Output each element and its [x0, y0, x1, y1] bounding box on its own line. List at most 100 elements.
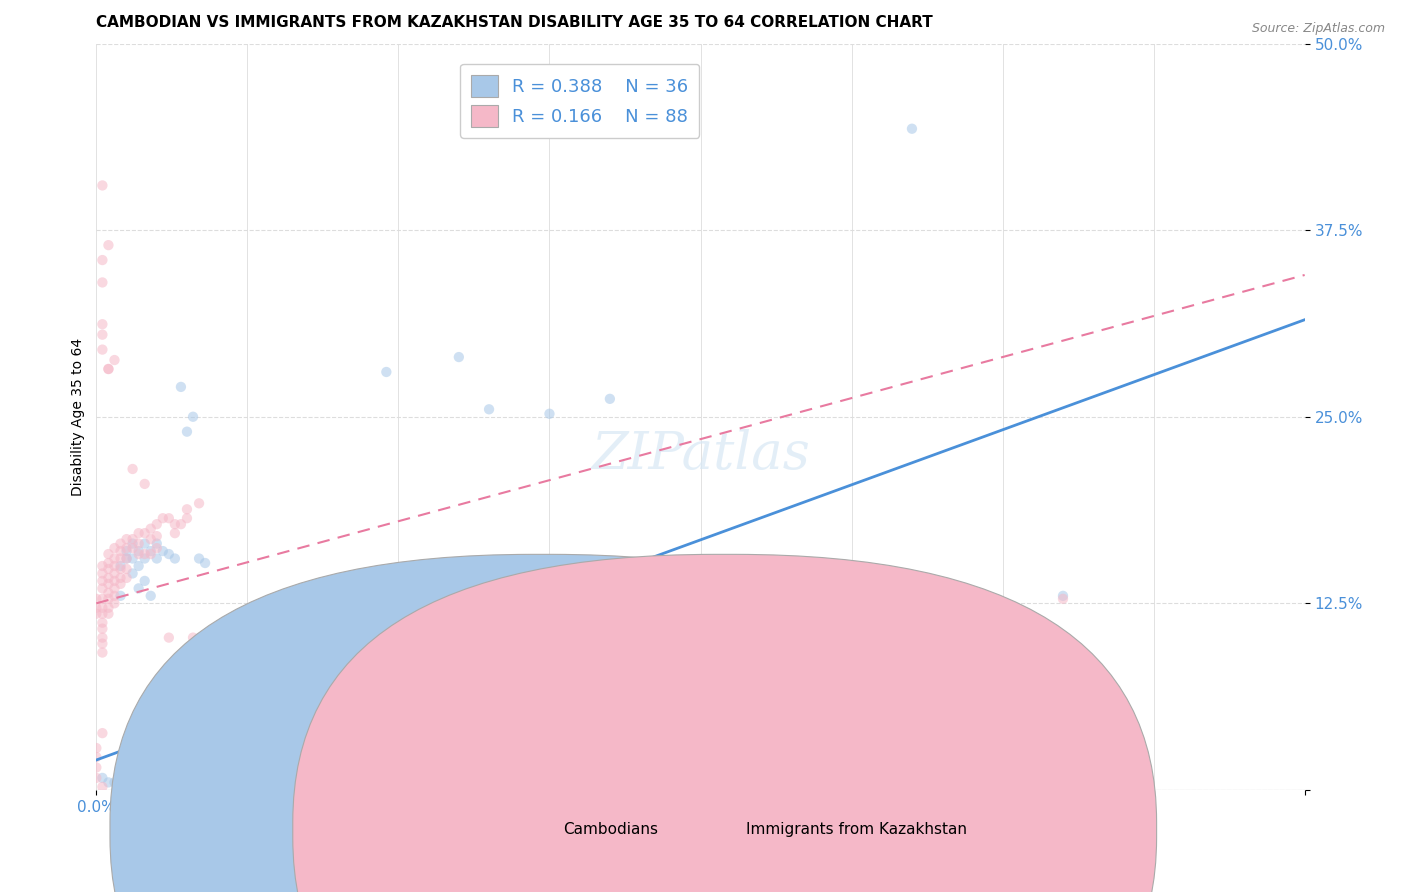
Point	[103, 582, 125, 596]
Point	[97, 571, 120, 585]
Point	[152, 544, 174, 558]
Point	[780, 775, 803, 789]
Point	[86, 741, 108, 756]
Point	[152, 711, 174, 725]
Point	[110, 589, 132, 603]
Y-axis label: Disability Age 35 to 64: Disability Age 35 to 64	[72, 338, 86, 496]
Point	[115, 532, 138, 546]
Point	[188, 551, 211, 566]
Point	[91, 253, 114, 268]
Point	[134, 526, 156, 541]
Point	[145, 536, 167, 550]
Point	[97, 586, 120, 600]
Point	[91, 646, 114, 660]
Point	[115, 544, 138, 558]
Point	[97, 591, 120, 606]
Point	[170, 517, 193, 532]
Point	[134, 547, 156, 561]
Point	[91, 591, 114, 606]
Point	[139, 532, 162, 546]
Point	[115, 551, 138, 566]
Point	[163, 517, 186, 532]
Point	[97, 547, 120, 561]
Point	[134, 551, 156, 566]
Point	[157, 631, 180, 645]
Point	[103, 551, 125, 566]
Point	[97, 362, 120, 376]
Point	[145, 529, 167, 543]
Point	[103, 353, 125, 368]
Point	[86, 771, 108, 785]
Point	[139, 544, 162, 558]
Point	[86, 760, 108, 774]
Point	[157, 511, 180, 525]
Point	[97, 775, 120, 789]
Point	[103, 566, 125, 581]
Point	[1052, 591, 1074, 606]
Point	[110, 559, 132, 574]
Point	[97, 238, 120, 252]
Point	[97, 556, 120, 570]
Point	[86, 600, 108, 615]
Point	[110, 544, 132, 558]
Point	[176, 425, 198, 439]
Point	[128, 526, 150, 541]
Point	[194, 556, 217, 570]
Point	[628, 777, 651, 791]
Point	[121, 462, 143, 476]
Point	[91, 637, 114, 651]
Point	[134, 476, 156, 491]
Point	[128, 582, 150, 596]
Point	[121, 532, 143, 546]
Point	[91, 622, 114, 636]
Point	[110, 571, 132, 585]
Point	[91, 771, 114, 785]
Point	[103, 541, 125, 555]
Point	[121, 566, 143, 581]
Point	[157, 547, 180, 561]
Point	[91, 582, 114, 596]
Point	[176, 502, 198, 516]
Point	[91, 559, 114, 574]
Legend: R = 0.388    N = 36, R = 0.166    N = 88: R = 0.388 N = 36, R = 0.166 N = 88	[460, 64, 699, 137]
Point	[91, 343, 114, 357]
Point	[115, 541, 138, 555]
Point	[538, 407, 561, 421]
Point	[91, 600, 114, 615]
Point	[97, 577, 120, 591]
Point	[181, 631, 204, 645]
Point	[121, 541, 143, 555]
Point	[97, 607, 120, 621]
Point	[86, 607, 108, 621]
Point	[181, 409, 204, 424]
Text: Cambodians: Cambodians	[564, 822, 658, 837]
Point	[121, 536, 143, 550]
Point	[152, 511, 174, 525]
Point	[115, 551, 138, 566]
Point	[91, 574, 114, 588]
Point	[599, 392, 621, 406]
Point	[97, 362, 120, 376]
Point	[200, 690, 222, 705]
Point	[128, 547, 150, 561]
Point	[91, 566, 114, 581]
Point	[145, 541, 167, 555]
Point	[110, 536, 132, 550]
Point	[447, 350, 470, 364]
Point	[152, 690, 174, 705]
Text: Immigrants from Kazakhstan: Immigrants from Kazakhstan	[747, 822, 967, 837]
Point	[91, 327, 114, 342]
Point	[115, 571, 138, 585]
Point	[134, 536, 156, 550]
Point	[103, 596, 125, 610]
Point	[163, 526, 186, 541]
Point	[103, 589, 125, 603]
Point	[97, 600, 120, 615]
Point	[86, 750, 108, 764]
Point	[110, 562, 132, 576]
Point	[91, 607, 114, 621]
Point	[103, 574, 125, 588]
Point	[91, 780, 114, 794]
Point	[194, 705, 217, 719]
Text: ZIPatlas: ZIPatlas	[591, 428, 810, 480]
